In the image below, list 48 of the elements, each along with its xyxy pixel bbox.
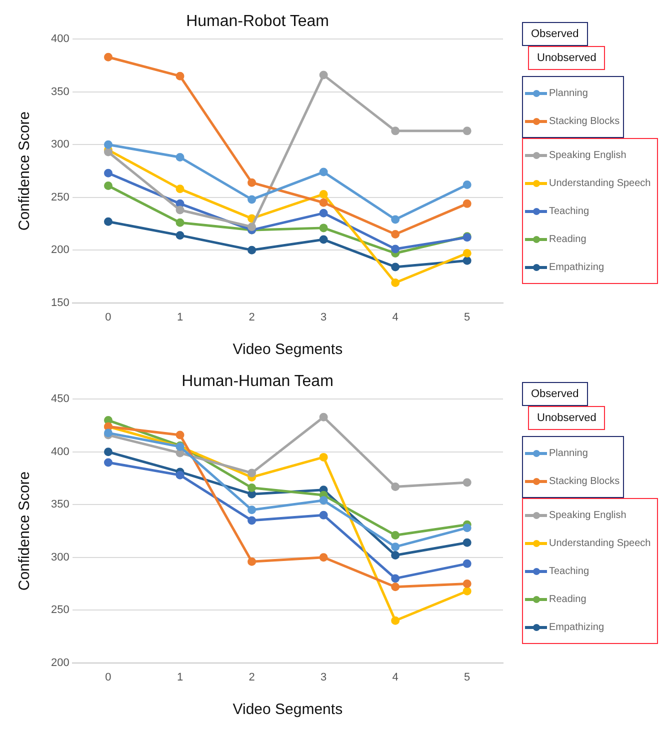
legend-label: Speaking English [549,150,626,160]
x-axis-title: Video Segments [232,341,343,358]
y-tick-label: 450 [50,393,70,406]
y-tick-label: 250 [50,604,70,616]
x-tick-label: 5 [464,671,470,684]
y-tick-label: 250 [50,191,70,204]
y-axis-title: Confidence Score [16,471,34,591]
y-tick-label: 150 [50,296,70,309]
x-tick-label: 2 [248,671,255,684]
y-tick-label: 300 [50,551,70,564]
legend-label: Empathizing [549,262,604,272]
x-tick-label: 4 [392,311,398,324]
legend-label: Empathizing [549,622,604,632]
x-tick-label: 0 [105,671,112,684]
x-tick-label: 3 [320,311,327,324]
text: Unobserved [528,406,606,430]
legend-label: Stacking Blocks [549,116,620,126]
x-tick-label: 3 [320,671,327,684]
y-tick-label: 400 [50,33,70,46]
legend-label: Planning [549,448,588,458]
y-tick-label: 400 [50,446,70,458]
legend-label: Stacking Blocks [549,476,620,486]
x-tick-label: 4 [392,671,398,684]
x-tick-label: 5 [464,311,470,324]
legend-label: Speaking English [549,510,626,520]
x-axis-title: Video Segments [232,701,343,718]
legend-label: Understanding Speech [549,178,651,188]
legend-label: Teaching [549,566,590,576]
chart-title: Human-Human Team [182,373,334,390]
chart-title: Human-Robot Team [186,13,329,30]
legend-label: Planning [549,88,588,98]
legend-label: Reading [549,234,586,244]
x-tick-label: 1 [176,311,184,324]
text: Observed [522,22,588,46]
text: Unobserved [528,46,606,70]
x-tick-label: 0 [105,311,112,324]
y-tick-label: 200 [50,656,70,669]
legend-label: Teaching [549,206,590,216]
legend-label: Understanding Speech [549,538,651,548]
y-tick-label: 350 [50,498,70,511]
y-tick-label: 200 [50,244,70,256]
text: Observed [522,382,588,406]
y-axis-title: Confidence Score [16,111,34,231]
y-tick-label: 350 [50,86,70,98]
legend-label: Reading [549,594,586,604]
y-tick-label: 300 [50,138,70,151]
x-tick-label: 1 [176,671,184,684]
x-tick-label: 2 [248,311,255,324]
